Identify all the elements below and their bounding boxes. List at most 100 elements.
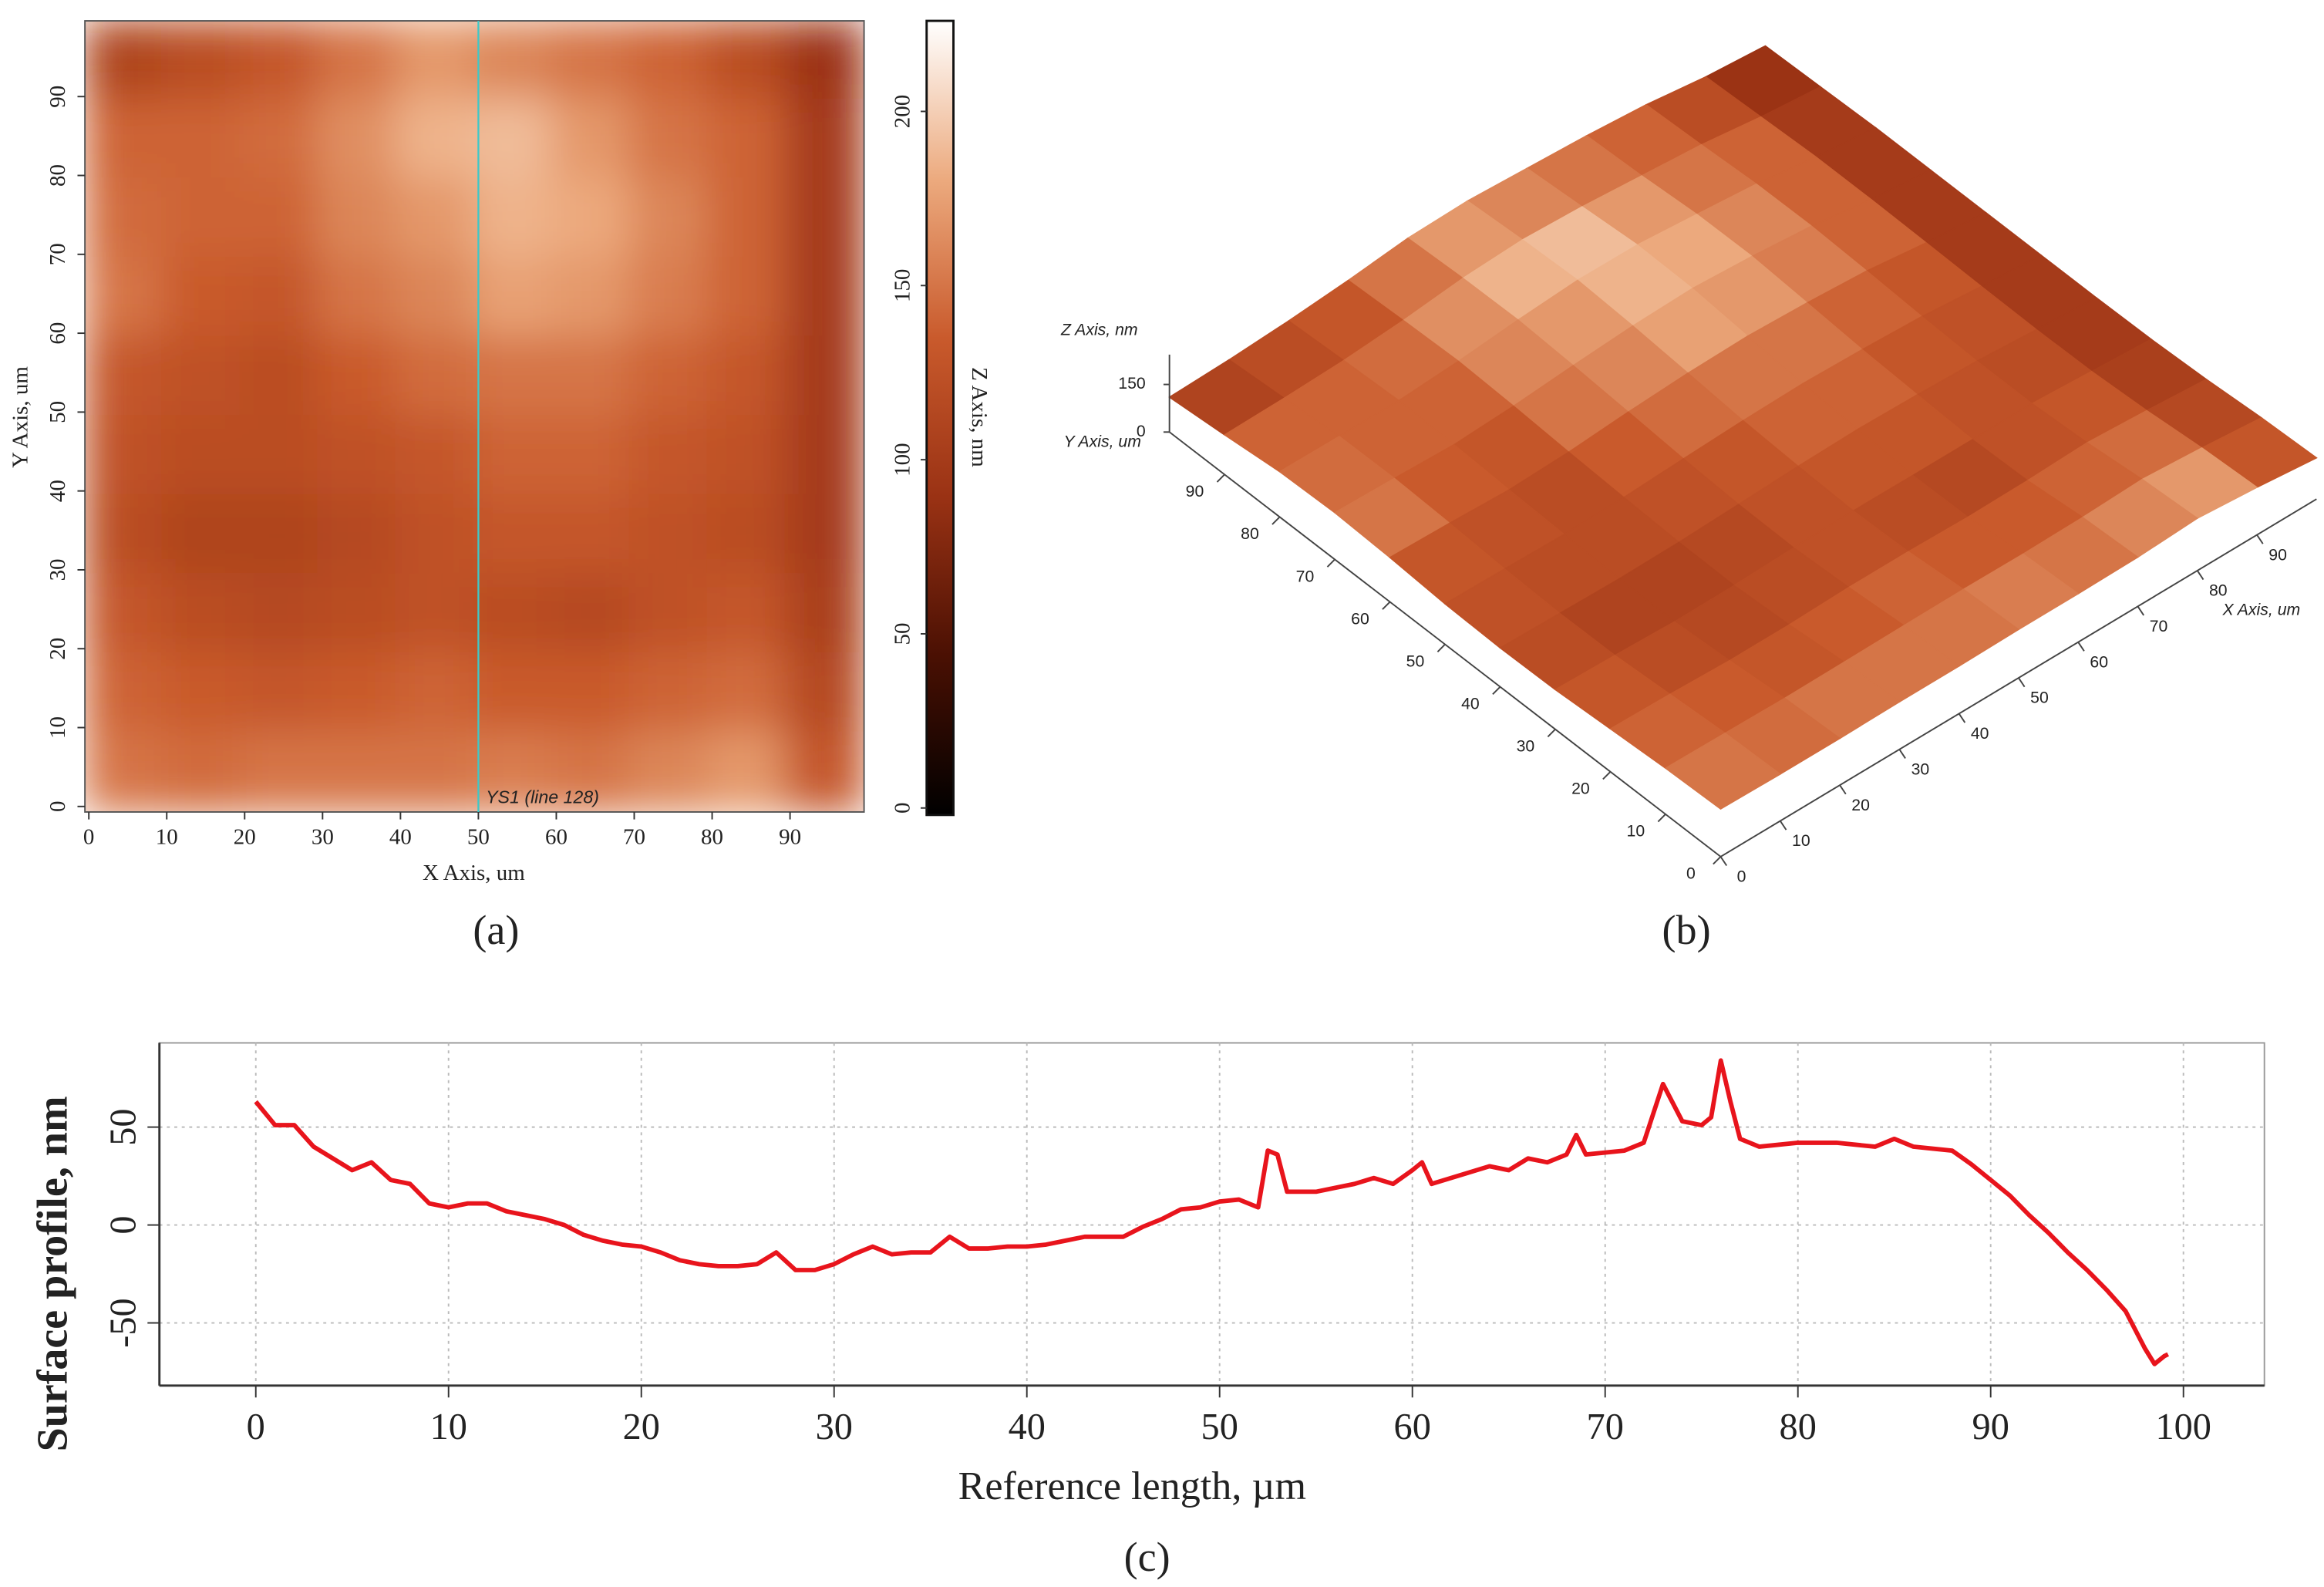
heat-cell — [161, 652, 243, 735]
heat-cell — [551, 177, 632, 260]
heat-cell — [473, 21, 554, 102]
x-tick-label: 10 — [156, 824, 178, 849]
heat-cell — [551, 652, 632, 735]
surface-cell — [1664, 732, 1782, 810]
y-axis-title: Y Axis, um — [8, 366, 33, 468]
heat-cell — [161, 415, 243, 497]
y-tick — [1216, 473, 1225, 483]
colorbar-tick-label: 200 — [890, 95, 914, 128]
y-tick — [1492, 686, 1501, 696]
heat-cell — [239, 98, 321, 181]
heat-cell — [395, 98, 477, 181]
y-tick-label: 50 — [103, 1108, 143, 1145]
panel-label: (b) — [1662, 907, 1711, 953]
heat-cell — [85, 573, 165, 655]
heat-cell — [628, 335, 710, 418]
heat-cell — [395, 731, 477, 812]
heat-cell — [473, 573, 554, 655]
heat-cell — [239, 652, 321, 735]
x-tick — [1779, 820, 1787, 831]
heatmap-area — [85, 21, 864, 812]
y-tick-label: 0 — [103, 1215, 143, 1234]
annotation: YS1 (line 128) — [486, 787, 599, 807]
x-tick — [1958, 713, 1966, 723]
x-tick-label: 90 — [779, 824, 801, 849]
x-tick-label: 100 — [2155, 1407, 2211, 1447]
x-axis-title: X Axis, um — [2221, 601, 2300, 619]
y-tick-label: 60 — [45, 322, 70, 345]
colorbar — [925, 19, 955, 817]
x-tick-label: 70 — [2150, 617, 2168, 635]
x-tick-label: 0 — [83, 824, 94, 849]
heat-cell — [395, 177, 477, 260]
y-tick-label: 70 — [1296, 567, 1315, 585]
heat-cell — [628, 415, 710, 497]
plot-frame — [158, 1042, 2265, 1387]
colorbar-tick-label: 50 — [890, 622, 914, 645]
heat-cell — [628, 731, 710, 812]
heat-cell — [706, 573, 788, 655]
heat-cell — [784, 335, 864, 418]
y-tick-label: 20 — [45, 638, 70, 660]
y-tick-label: 90 — [1186, 482, 1204, 500]
heat-cell — [628, 494, 710, 577]
y-axis-title: Y Axis, um — [1064, 432, 1141, 450]
y-axis-title: Surface profile, nm — [29, 1096, 76, 1451]
x-tick-label: 70 — [1587, 1407, 1624, 1447]
heat-cell — [706, 256, 788, 339]
heat-cell — [317, 573, 399, 655]
y-tick-label: 90 — [45, 86, 70, 108]
x-tick-label: 10 — [1792, 831, 1810, 850]
heat-cell — [317, 98, 399, 181]
heat-cell — [395, 335, 477, 418]
heat-cell — [473, 177, 554, 260]
heat-cell — [628, 21, 710, 102]
x-tick — [1839, 784, 1847, 795]
y-tick — [1713, 856, 1722, 865]
x-tick-label: 10 — [430, 1407, 467, 1447]
z-axis-title: Z Axis, nm — [1060, 321, 1138, 339]
x-tick-label: 20 — [1851, 796, 1870, 814]
y-tick-label: 70 — [45, 243, 70, 265]
heat-cell — [706, 335, 788, 418]
colorbar-tick-label: 150 — [890, 269, 914, 302]
x-tick-label: 0 — [247, 1407, 265, 1447]
heat-cell — [706, 98, 788, 181]
heat-cell — [317, 494, 399, 577]
y-tick — [1602, 771, 1612, 780]
heat-cell — [551, 256, 632, 339]
heat-cell — [239, 335, 321, 418]
x-tick-label: 50 — [2030, 689, 2049, 707]
heat-cell — [473, 731, 554, 812]
x-tick-label: 40 — [1009, 1407, 1046, 1447]
heat-cell — [551, 98, 632, 181]
heat-cell — [473, 335, 554, 418]
heat-cell — [239, 415, 321, 497]
y-tick-label: 20 — [1571, 780, 1590, 798]
x-tick — [2077, 642, 2085, 652]
heat-cell — [317, 415, 399, 497]
heat-cell — [551, 335, 632, 418]
heat-cell — [317, 335, 399, 418]
x-tick-label: 20 — [234, 824, 256, 849]
x-tick-label: 50 — [1201, 1407, 1238, 1447]
y-tick-label: 0 — [45, 801, 70, 812]
heat-cell — [551, 415, 632, 497]
y-tick-label: 0 — [1686, 864, 1696, 883]
x-tick-label: 80 — [701, 824, 723, 849]
panel-label: (c) — [1124, 1534, 1170, 1580]
heat-cell — [706, 415, 788, 497]
heat-cell — [628, 652, 710, 735]
heat-cell — [706, 21, 788, 102]
y-tick — [1271, 516, 1281, 525]
y-tick-label: 80 — [45, 164, 70, 187]
heat-cell — [161, 177, 243, 260]
x-tick-label: 20 — [623, 1407, 660, 1447]
heat-cell — [784, 177, 864, 260]
x-tick-label: 30 — [816, 1407, 853, 1447]
heat-cell — [473, 256, 554, 339]
heat-cell — [395, 573, 477, 655]
profile-line — [254, 1058, 2170, 1366]
heat-cell — [784, 98, 864, 181]
